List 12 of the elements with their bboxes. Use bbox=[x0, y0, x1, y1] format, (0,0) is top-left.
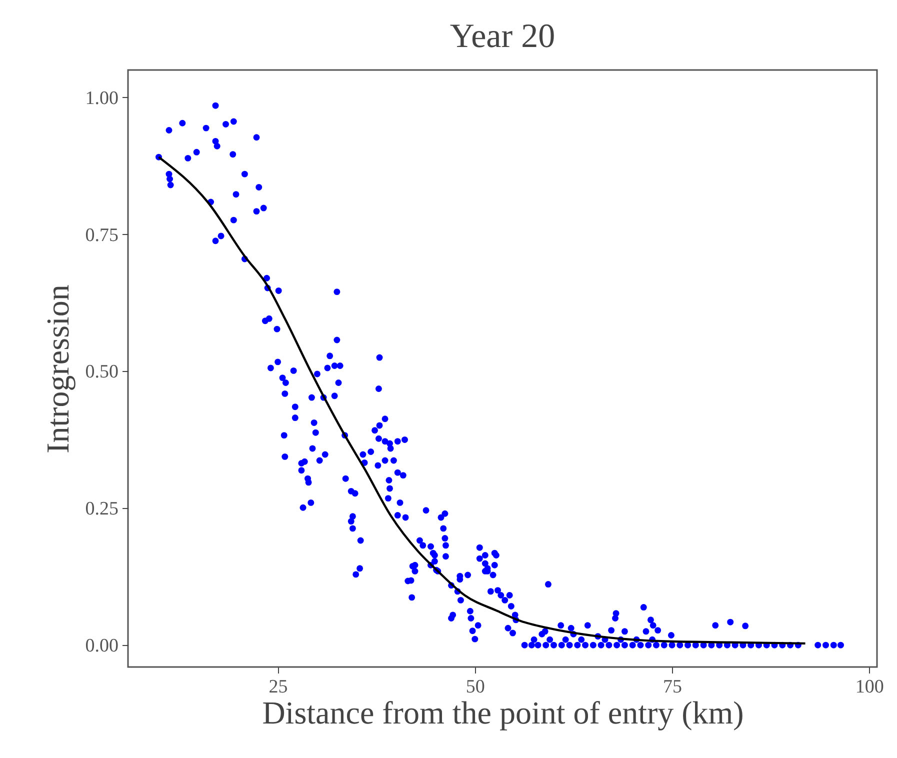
y-tick-label: 0.50 bbox=[85, 362, 118, 383]
y-tick-label: 0.25 bbox=[85, 498, 118, 520]
x-tick-label: 25 bbox=[268, 676, 288, 698]
x-tick-label: 100 bbox=[855, 676, 884, 698]
x-tick-label: 75 bbox=[663, 676, 682, 698]
x-tick-label: 50 bbox=[466, 676, 485, 698]
y-tick-label: 0.00 bbox=[85, 636, 118, 657]
chart-title: Year 20 bbox=[450, 18, 556, 55]
y-axis-title: Introgression bbox=[39, 284, 76, 454]
x-axis-title: Distance from the point of entry (km) bbox=[262, 694, 744, 730]
y-tick-label: 1.00 bbox=[85, 88, 118, 109]
y-tick-label: 0.75 bbox=[85, 224, 118, 246]
